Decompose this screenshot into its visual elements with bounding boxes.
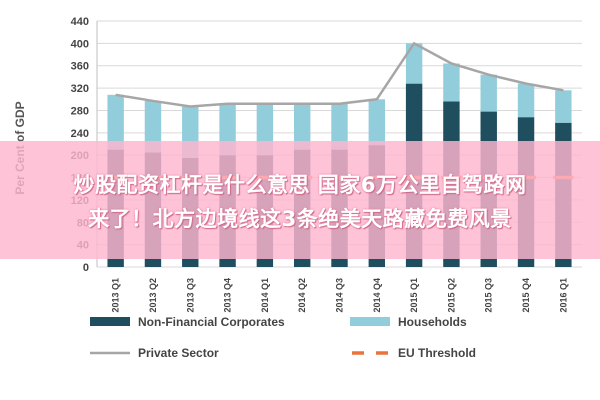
y-tick-label: 440 bbox=[71, 16, 89, 28]
x-tick-label: 2016 Q1 bbox=[558, 278, 568, 313]
y-tick-label: 360 bbox=[71, 61, 89, 73]
bar-households bbox=[517, 83, 535, 118]
x-tick-label: 2014 Q3 bbox=[335, 278, 345, 313]
y-tick-label: 320 bbox=[71, 83, 89, 95]
legend-label: Non-Financial Corporates bbox=[138, 315, 285, 329]
y-tick-label: 280 bbox=[71, 105, 89, 117]
y-tick-label: 240 bbox=[71, 128, 89, 140]
banner-line-1: 炒股配资杠杆是什么意思 国家6万公里自驾路网 bbox=[73, 173, 527, 197]
bar-households bbox=[293, 103, 311, 150]
bar-households bbox=[555, 90, 572, 123]
bar-households bbox=[480, 74, 497, 112]
bar-households bbox=[443, 63, 460, 102]
bar-households bbox=[368, 99, 386, 146]
x-tick-label: 2013 Q4 bbox=[223, 278, 233, 313]
banner-line-2: 来了！北方边境线这3条绝美天路藏免费风景 bbox=[88, 207, 512, 231]
y-tick-label: 400 bbox=[71, 38, 89, 50]
x-tick-label: 2015 Q3 bbox=[484, 278, 494, 313]
watermark-banner: 炒股配资杠杆是什么意思 国家6万公里自驾路网 来了！北方边境线这3条绝美天路藏免… bbox=[0, 141, 600, 259]
legend-swatch bbox=[350, 317, 390, 326]
bar-households bbox=[107, 94, 124, 150]
bar-households bbox=[144, 100, 162, 153]
x-tick-label: 2014 Q4 bbox=[372, 278, 382, 313]
x-tick-label: 2013 Q1 bbox=[111, 278, 121, 313]
x-tick-label: 2015 Q1 bbox=[409, 278, 419, 313]
legend-label: EU Threshold bbox=[398, 346, 476, 360]
x-tick-label: 2015 Q4 bbox=[521, 278, 531, 313]
x-tick-label: 2013 Q2 bbox=[148, 278, 158, 313]
bar-households bbox=[331, 103, 348, 150]
private-sector-line bbox=[115, 41, 564, 108]
legend-swatch bbox=[90, 317, 130, 326]
x-tick-label: 2015 Q2 bbox=[446, 278, 456, 313]
y-tick-label: 0 bbox=[83, 262, 89, 274]
x-tick-label: 2014 Q2 bbox=[297, 278, 307, 313]
x-tick-label: 2014 Q1 bbox=[260, 278, 270, 313]
bar-households bbox=[405, 43, 423, 84]
legend: Non-Financial Corporates Households Privat… bbox=[90, 315, 476, 360]
x-tick-label: 2013 Q3 bbox=[185, 278, 195, 313]
legend-label: Private Sector bbox=[138, 346, 219, 360]
legend-label: Households bbox=[398, 315, 467, 329]
x-axis-ticks: 2013 Q1 2013 Q2 2013 Q3 2013 Q4 2014 Q1 2014 … bbox=[111, 278, 569, 313]
private-sector-line-layer bbox=[115, 41, 564, 108]
